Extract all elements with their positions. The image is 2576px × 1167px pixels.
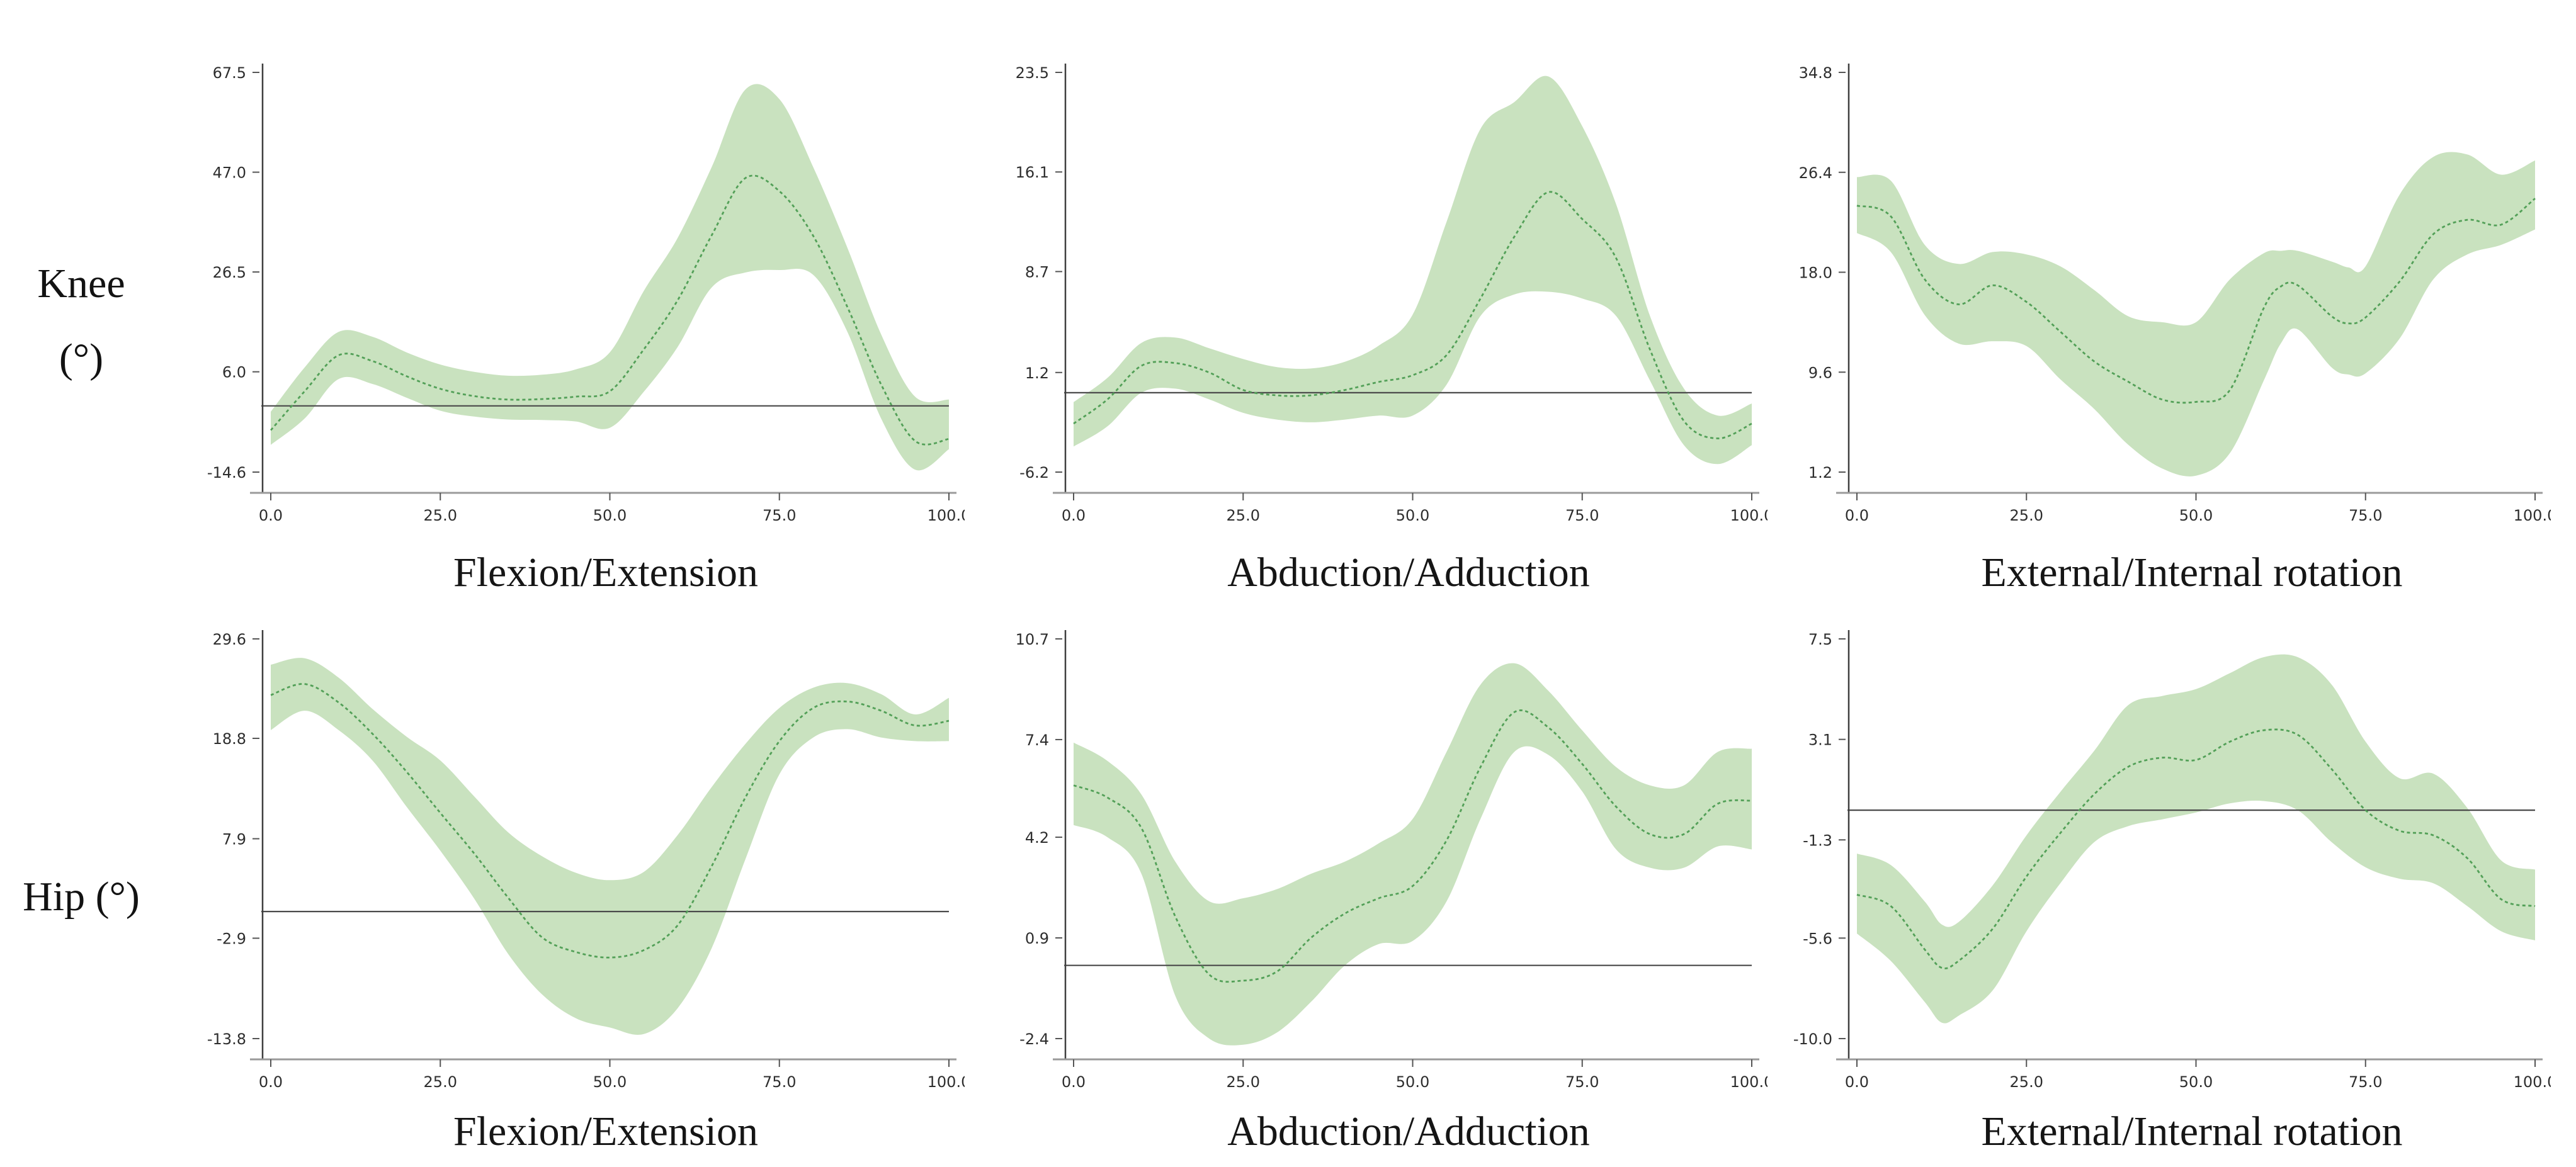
chart-subtitle: External/Internal rotation — [1981, 1108, 2403, 1154]
svg-text:23.5: 23.5 — [1016, 64, 1049, 82]
row-label-knee-line2: (°) — [59, 335, 104, 381]
svg-text:26.5: 26.5 — [213, 264, 246, 281]
chart-subtitle: Abduction/Adduction — [1227, 550, 1590, 595]
svg-text:100.0: 100.0 — [928, 507, 965, 524]
svg-text:-6.2: -6.2 — [1019, 464, 1049, 482]
chart-subtitle: Flexion/Extension — [453, 1108, 758, 1154]
svg-text:8.7: 8.7 — [1025, 263, 1049, 281]
row-label-hip-line1: Hip (°) — [23, 874, 140, 920]
svg-text:25.0: 25.0 — [2010, 1073, 2043, 1091]
svg-text:0.0: 0.0 — [1062, 507, 1086, 524]
svg-text:50.0: 50.0 — [593, 507, 627, 524]
svg-text:7.9: 7.9 — [222, 831, 246, 848]
svg-text:0.0: 0.0 — [259, 1073, 283, 1091]
svg-text:75.0: 75.0 — [2349, 1073, 2382, 1091]
svg-text:75.0: 75.0 — [2349, 507, 2382, 524]
svg-text:75.0: 75.0 — [763, 507, 796, 524]
svg-text:47.0: 47.0 — [213, 164, 246, 182]
svg-text:50.0: 50.0 — [2179, 1073, 2213, 1091]
svg-text:26.4: 26.4 — [1799, 164, 1832, 182]
svg-text:34.8: 34.8 — [1799, 64, 1832, 82]
row-label-knee: Knee (°) — [0, 247, 162, 397]
svg-text:50.0: 50.0 — [1396, 1073, 1429, 1091]
svg-text:1.2: 1.2 — [1025, 364, 1049, 382]
chart-hip-flexion-extension: 29.6 18.8 7.9 -2.9 -13.8 0.0 25.0 50.0 75.0 100.0 — [207, 630, 965, 1091]
svg-text:1.2: 1.2 — [1808, 464, 1832, 482]
svg-text:75.0: 75.0 — [1565, 1073, 1599, 1091]
svg-text:4.2: 4.2 — [1025, 829, 1049, 847]
chart-subtitle: External/Internal rotation — [1981, 550, 2403, 595]
svg-text:0.9: 0.9 — [1025, 930, 1049, 947]
svg-text:-2.9: -2.9 — [217, 930, 246, 948]
svg-text:7.5: 7.5 — [1808, 631, 1832, 648]
svg-text:-13.8: -13.8 — [207, 1030, 246, 1048]
svg-text:29.6: 29.6 — [213, 631, 246, 648]
svg-text:0.0: 0.0 — [1845, 507, 1869, 524]
svg-text:75.0: 75.0 — [1565, 507, 1599, 524]
svg-text:50.0: 50.0 — [2179, 507, 2213, 524]
svg-text:6.0: 6.0 — [222, 364, 246, 381]
svg-text:7.4: 7.4 — [1025, 731, 1049, 749]
svg-text:50.0: 50.0 — [593, 1073, 627, 1091]
svg-text:9.6: 9.6 — [1808, 364, 1832, 381]
svg-text:18.8: 18.8 — [213, 730, 246, 748]
svg-text:18.0: 18.0 — [1799, 264, 1832, 282]
svg-text:100.0: 100.0 — [2514, 1073, 2551, 1091]
chart-hip-abduction-adduction: 10.7 7.4 4.2 0.9 -2.4 0.0 25.0 50.0 75.0 100.0 — [1016, 630, 1767, 1091]
chart-knee-flexion-extension: 67.5 47.0 26.5 6.0 -14.6 0.0 25.0 50.0 75.0 100.0 — [207, 64, 965, 524]
svg-text:-2.4: -2.4 — [1019, 1030, 1049, 1048]
chart-subtitle: Flexion/Extension — [453, 550, 758, 595]
svg-text:50.0: 50.0 — [1396, 507, 1429, 524]
svg-text:75.0: 75.0 — [763, 1073, 796, 1091]
chart-hip-external-internal-rotation: 7.5 3.1 -1.3 -5.6 -10.0 0.0 25.0 50.0 75.0 100.0 — [1793, 630, 2551, 1091]
svg-text:25.0: 25.0 — [1227, 507, 1260, 524]
svg-text:100.0: 100.0 — [928, 1073, 965, 1091]
svg-text:-5.6: -5.6 — [1803, 930, 1832, 947]
row-label-hip: Hip (°) — [0, 860, 162, 935]
svg-text:100.0: 100.0 — [1730, 507, 1767, 524]
svg-text:25.0: 25.0 — [424, 507, 457, 524]
svg-text:100.0: 100.0 — [2514, 507, 2551, 524]
chart-knee-external-internal-rotation: 34.8 26.4 18.0 9.6 1.2 0.0 25.0 50.0 75.0 100.0 — [1799, 64, 2551, 524]
svg-text:0.0: 0.0 — [1062, 1073, 1086, 1091]
svg-text:10.7: 10.7 — [1016, 631, 1049, 648]
svg-text:3.1: 3.1 — [1808, 731, 1832, 749]
row-label-knee-line1: Knee — [37, 261, 125, 307]
svg-text:-14.6: -14.6 — [207, 464, 246, 482]
svg-text:67.5: 67.5 — [213, 64, 246, 82]
svg-text:16.1: 16.1 — [1016, 164, 1049, 181]
svg-text:25.0: 25.0 — [1227, 1073, 1260, 1091]
chart-subtitle: Abduction/Adduction — [1227, 1108, 1590, 1154]
svg-text:100.0: 100.0 — [1730, 1073, 1767, 1091]
svg-text:-10.0: -10.0 — [1793, 1030, 1832, 1048]
svg-text:25.0: 25.0 — [2010, 507, 2043, 524]
svg-text:0.0: 0.0 — [1845, 1073, 1869, 1091]
svg-text:0.0: 0.0 — [259, 507, 283, 524]
svg-text:25.0: 25.0 — [424, 1073, 457, 1091]
chart-knee-abduction-adduction: 23.5 16.1 8.7 1.2 -6.2 0.0 25.0 50.0 75.0 100.0 — [1016, 64, 1767, 524]
svg-text:-1.3: -1.3 — [1803, 832, 1832, 849]
